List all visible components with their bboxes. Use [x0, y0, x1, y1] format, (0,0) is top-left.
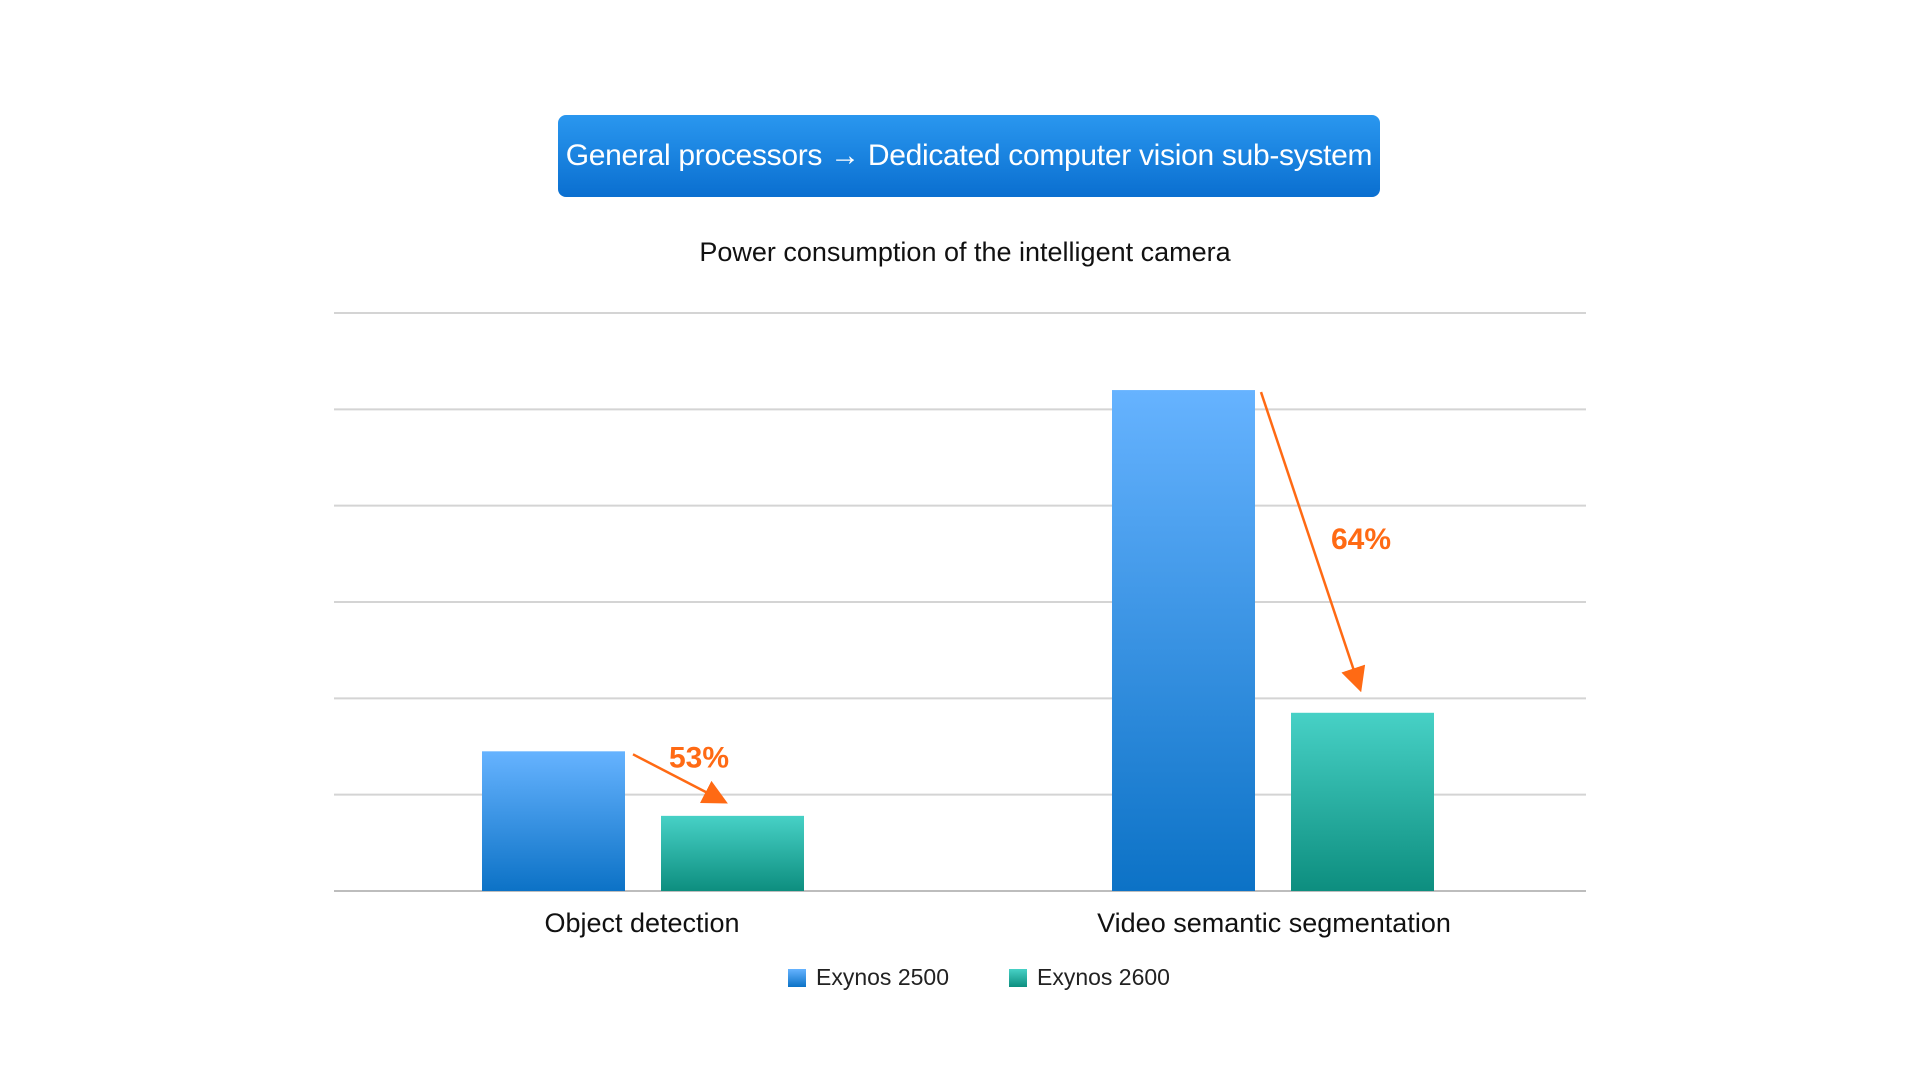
bar-exynos-2500-object-detection — [482, 751, 625, 891]
bar-exynos-2500-video-semantic-segmentation — [1112, 390, 1255, 891]
legend-swatch-teal — [1008, 968, 1027, 987]
banner-left-text: General processors — [565, 139, 823, 172]
banner-arrow: → — [830, 139, 860, 172]
legend-label-exynos-2600: Exynos 2600 — [1036, 964, 1170, 990]
banner-right-text: Dedicated computer vision sub-system — [867, 139, 1373, 172]
reduction-arrow — [632, 753, 728, 804]
legend-item-exynos-2600: Exynos 2600 — [1008, 964, 1170, 991]
bar-exynos-2600-object-detection — [661, 815, 804, 891]
reduction-label: 64% — [1331, 523, 1391, 556]
category-label-object-detection: Object detection — [544, 908, 740, 938]
legend: Exynos 2500 Exynos 2600 — [788, 964, 1230, 991]
reduction-label: 53% — [669, 741, 729, 774]
bar-exynos-2600-video-semantic-segmentation — [1291, 712, 1434, 891]
legend-label-exynos-2500: Exynos 2500 — [816, 964, 949, 990]
reduction-arrow — [1259, 391, 1366, 693]
chart-title: Power consumption of the intelligent cam… — [699, 237, 1231, 267]
header-banner: General processors → Dedicated computer … — [558, 115, 1380, 197]
bars — [482, 390, 1434, 891]
legend-swatch-blue — [788, 968, 806, 987]
category-label-video-semantic-segmentation: Video semantic segmentation — [1097, 908, 1451, 938]
annotations: 53% 64% — [632, 391, 1391, 804]
legend-item-exynos-2500: Exynos 2500 — [788, 964, 949, 991]
